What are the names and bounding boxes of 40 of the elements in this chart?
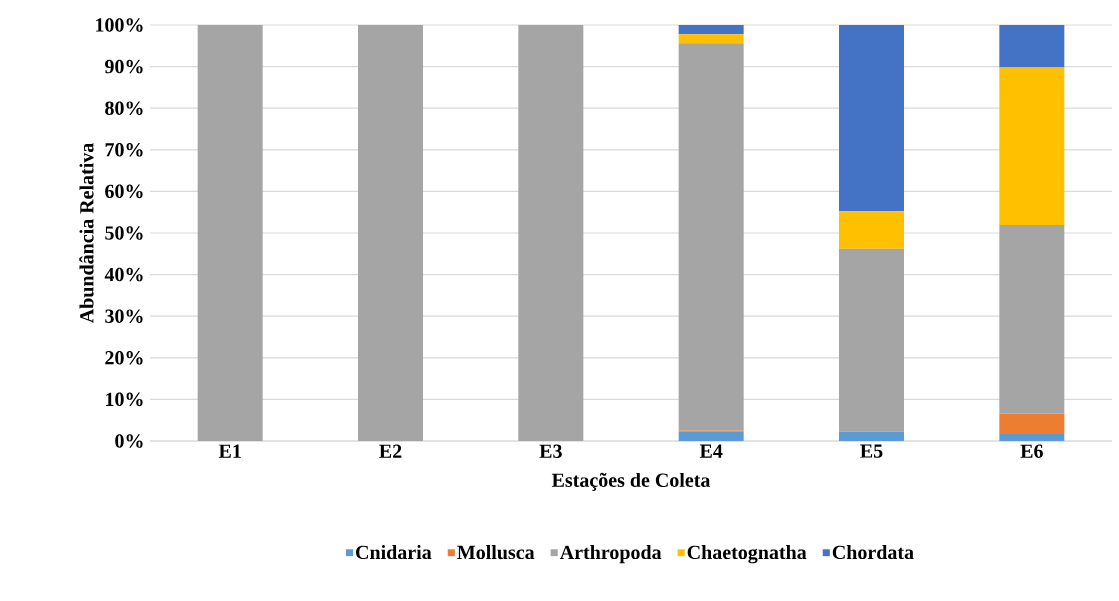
legend-label: Mollusca <box>457 545 535 560</box>
bar <box>839 431 904 441</box>
x-tick-label: E5 <box>860 444 883 458</box>
legend-label: Cnidaria <box>356 545 432 560</box>
bar <box>358 24 424 441</box>
y-axis-title: Abundância Relativa <box>79 143 94 324</box>
bar <box>197 24 263 441</box>
x-tick-label: E3 <box>539 444 562 458</box>
y-tick-label: 20% <box>105 351 143 365</box>
y-tick-label: 60% <box>105 184 143 199</box>
legend-label: Chordata <box>832 545 914 560</box>
bar <box>678 43 744 431</box>
bar <box>999 225 1065 414</box>
bar <box>678 24 744 35</box>
bar <box>999 24 1065 68</box>
y-tick-label: 100% <box>96 18 143 32</box>
bar <box>999 413 1065 434</box>
legend-label: Arthropoda <box>559 545 662 564</box>
bar <box>678 431 744 441</box>
x-tick-label: E1 <box>218 444 241 458</box>
y-tick-label: 90% <box>105 59 143 74</box>
y-tick-label: 40% <box>104 267 143 282</box>
bar <box>839 211 904 249</box>
bar <box>839 24 904 212</box>
y-tick-label: 50% <box>105 226 143 240</box>
x-axis-title: Estações de Coleta <box>551 472 711 491</box>
x-tick-label: E6 <box>1020 444 1043 458</box>
y-tick-label: 80% <box>105 101 143 115</box>
x-tick-label: E2 <box>379 444 402 458</box>
x-tick-label: E4 <box>699 444 723 458</box>
bar <box>678 34 744 44</box>
y-tick-label: 0% <box>115 434 143 448</box>
legend-label: Chaetognatha <box>687 545 807 564</box>
bar <box>518 24 584 441</box>
bar <box>839 248 904 432</box>
bar <box>999 67 1065 226</box>
bar <box>999 433 1065 441</box>
y-tick-label: 10% <box>106 392 143 407</box>
y-tick-label: 30% <box>105 309 143 323</box>
y-tick-label: 70% <box>105 143 143 157</box>
